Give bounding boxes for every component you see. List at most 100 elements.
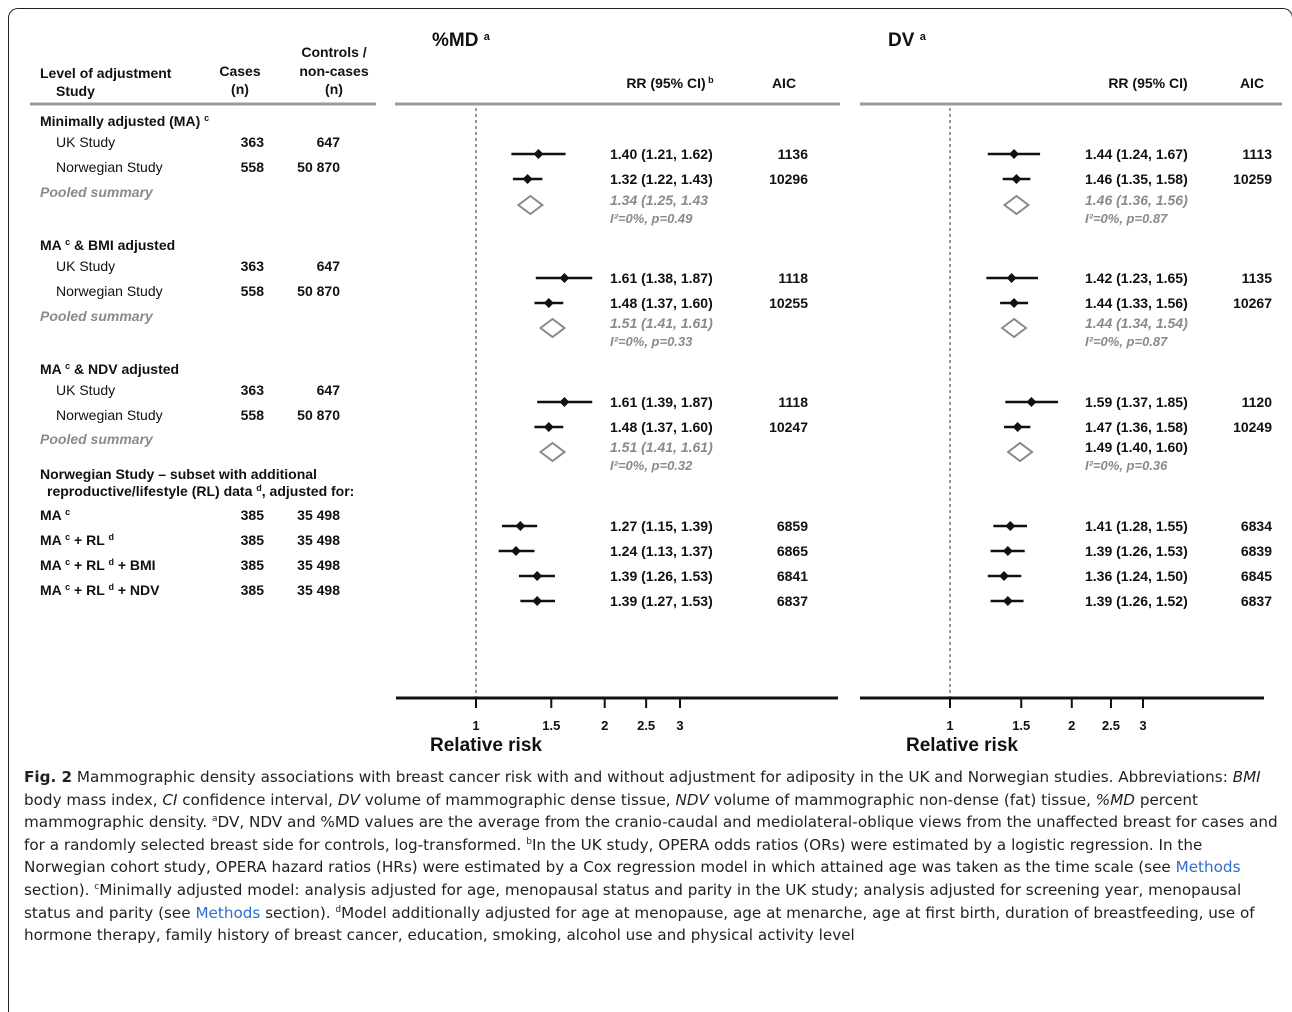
pooled-diamond xyxy=(1000,317,1028,339)
rr-label: 1.39 (1.26, 1.53) xyxy=(610,568,713,584)
rr-label: 1.51 (1.41, 1.61) xyxy=(610,439,713,455)
row-label: MA c xyxy=(40,507,70,523)
header-study: Study xyxy=(56,83,95,99)
rr-column-header: RR (95% CI) xyxy=(1108,75,1187,91)
pooled-diamond xyxy=(516,194,545,216)
caption-sup-a: a xyxy=(212,814,218,825)
x-tick-label: 3 xyxy=(676,718,683,733)
caption-sup-c: c xyxy=(94,881,100,892)
aic-value: 1113 xyxy=(1242,146,1272,162)
rr-label: 1.47 (1.36, 1.58) xyxy=(1085,419,1188,435)
caption-text-7: DV, NDV and %MD values are the average f… xyxy=(24,813,1278,854)
controls-cell: 50 870 xyxy=(297,159,340,175)
aic-value: 10267 xyxy=(1233,295,1272,311)
pooled-summary-label: Pooled summary xyxy=(40,431,154,447)
point-estimate xyxy=(1012,422,1023,432)
point-estimate xyxy=(1011,174,1022,184)
x-tick-label: 2.5 xyxy=(1102,718,1120,733)
cases-cell: 363 xyxy=(241,134,265,150)
methods-link[interactable]: Methods xyxy=(195,903,261,922)
controls-cell: 50 870 xyxy=(297,283,340,299)
caption-ndv: NDV xyxy=(675,790,709,809)
point-estimate xyxy=(543,422,554,432)
group-heading: Minimally adjusted (MA) c xyxy=(40,113,209,129)
rr-label: 1.40 (1.21, 1.62) xyxy=(610,146,713,162)
row-label: Norwegian Study xyxy=(56,159,163,175)
x-axis-label: Relative risk xyxy=(430,735,542,756)
point-estimate xyxy=(1006,273,1017,283)
rr-label: 1.44 (1.24, 1.67) xyxy=(1085,146,1188,162)
row-label: UK Study xyxy=(56,258,115,274)
caption-text-8: In the UK study, OPERA odds ratios (ORs)… xyxy=(24,835,1203,877)
caption-ci: CI xyxy=(162,790,178,809)
point-estimate xyxy=(533,149,544,159)
rr-label: 1.34 (1.25, 1.43 xyxy=(610,192,708,208)
point-estimate xyxy=(532,571,543,581)
aic-value: 1118 xyxy=(778,270,808,286)
point-estimate xyxy=(1009,149,1020,159)
x-tick-label: 1 xyxy=(946,718,953,733)
caption-text-11: section). xyxy=(260,903,336,922)
x-tick-label: 1.5 xyxy=(1012,718,1030,733)
table-header: Level of adjustment Study Cases (n) Cont… xyxy=(40,44,369,99)
rr-label: 1.39 (1.26, 1.53) xyxy=(1085,543,1188,559)
point-estimate xyxy=(999,571,1010,581)
rr-label: 1.51 (1.41, 1.61) xyxy=(610,315,713,331)
heterogeneity-label: I²=0%, p=0.87 xyxy=(1085,334,1168,349)
point-estimate xyxy=(1002,596,1013,606)
x-tick-label: 3 xyxy=(1139,718,1146,733)
forest-plot-figure: Level of adjustment Study Cases (n) Cont… xyxy=(30,30,1282,756)
point-estimate xyxy=(522,174,533,184)
caption-sup-b: b xyxy=(526,836,532,847)
controls-cell: 647 xyxy=(317,382,341,398)
x-tick-label: 1.5 xyxy=(542,718,560,733)
point-estimate xyxy=(1009,298,1020,308)
aic-value: 6859 xyxy=(777,518,808,534)
aic-value: 10247 xyxy=(769,419,808,435)
header-controls-2: non-cases xyxy=(299,63,368,79)
rr-label: 1.48 (1.37, 1.60) xyxy=(610,419,713,435)
panel-title: %MD a xyxy=(432,30,491,51)
row-label: UK Study xyxy=(56,382,115,398)
caption-text-12: Model additionally adjusted for age at m… xyxy=(24,903,1255,945)
aic-value: 1118 xyxy=(778,394,808,410)
cases-cell: 558 xyxy=(241,407,265,423)
caption-text-3: confidence interval, xyxy=(177,790,338,809)
rr-label: 1.39 (1.26, 1.52) xyxy=(1085,593,1188,609)
rr-label: 1.44 (1.33, 1.56) xyxy=(1085,295,1188,311)
caption-text-4: volume of mammographic dense tissue, xyxy=(359,790,676,809)
aic-value: 10296 xyxy=(769,171,808,187)
x-tick-label: 1 xyxy=(472,718,479,733)
rr-label: 1.48 (1.37, 1.60) xyxy=(610,295,713,311)
point-estimate xyxy=(1005,521,1016,531)
aic-value: 1120 xyxy=(1242,394,1273,410)
pooled-diamond xyxy=(1002,194,1031,216)
panel-pmd: %MD a RR (95% CI) b AIC 1 1.5 2 2.5 3 Relative r… xyxy=(396,30,838,756)
rr-label: 1.27 (1.15, 1.39) xyxy=(610,518,713,534)
cases-cell: 385 xyxy=(241,582,265,598)
group-heading: reproductive/lifestyle (RL) data d, adju… xyxy=(47,483,354,499)
controls-cell: 50 870 xyxy=(297,407,340,423)
rr-label: 1.61 (1.38, 1.87) xyxy=(610,270,713,286)
x-axis-label: Relative risk xyxy=(906,735,1018,756)
rr-label: 1.59 (1.37, 1.85) xyxy=(1085,394,1188,410)
aic-value: 6839 xyxy=(1241,543,1272,559)
header-level: Level of adjustment xyxy=(40,65,172,81)
caption-text-6: percent mammographic density. xyxy=(24,790,1198,832)
aic-value: 6841 xyxy=(777,568,808,584)
rr-label: 1.39 (1.27, 1.53) xyxy=(610,593,713,609)
aic-value: 10255 xyxy=(769,295,808,311)
caption-pmd: %MD xyxy=(1095,790,1135,809)
heterogeneity-label: I²=0%, p=0.49 xyxy=(610,211,693,226)
methods-link[interactable]: Methods xyxy=(1175,858,1241,877)
controls-cell: 35 498 xyxy=(297,532,340,548)
header-controls-unit: (n) xyxy=(325,81,343,97)
rr-label: 1.49 (1.40, 1.60) xyxy=(1085,439,1188,455)
rr-label: 1.32 (1.22, 1.43) xyxy=(610,171,713,187)
group-heading: MA c & NDV adjusted xyxy=(40,361,179,377)
heterogeneity-label: I²=0%, p=0.87 xyxy=(1085,211,1168,226)
row-label: Norwegian Study xyxy=(56,283,163,299)
caption-text-5: volume of mammographic non-dense (fat) t… xyxy=(708,790,1096,809)
point-estimate xyxy=(1002,546,1013,556)
cases-cell: 385 xyxy=(241,557,265,573)
